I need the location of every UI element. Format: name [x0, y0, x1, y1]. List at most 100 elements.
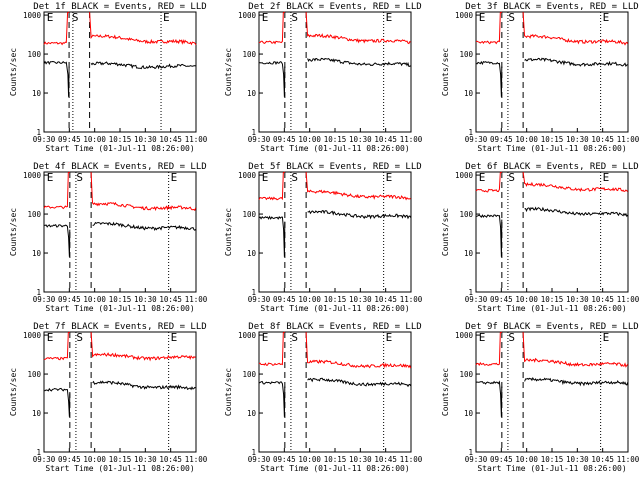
x-tick-label: 10:15: [324, 295, 347, 304]
x-tick-label: 10:00: [298, 295, 321, 304]
x-axis-label: Start Time (01-Jul-11 08:26:00): [260, 464, 409, 473]
x-tick-label: 09:45: [490, 455, 513, 464]
panel-8: Det 8f BLACK = Events, RED = LLD 1 10 100 10…: [224, 322, 423, 473]
plot-frame: [258, 11, 412, 133]
x-tick-label: 09:30: [465, 295, 488, 304]
x-tick-label: 10:00: [83, 295, 106, 304]
x-tick-label: 10:45: [374, 135, 397, 144]
y-tick-label: 1: [36, 128, 41, 137]
series-line-events-post: [307, 57, 411, 67]
series-line-events-post: [90, 61, 197, 70]
panel-7: Det 7f BLACK = Events, RED = LLD 1 10 100 10…: [9, 322, 208, 473]
series-line-events-pre: [43, 60, 70, 97]
y-tick-label: 1000: [455, 11, 474, 20]
event-marker-label: E: [47, 171, 54, 184]
panel-3: Det 3f BLACK = Events, RED = LLD 1 10 100 10…: [441, 2, 640, 153]
event-marker-label: E: [603, 171, 610, 184]
y-axis-label: Counts/sec: [441, 208, 450, 256]
x-axis-label: Start Time (01-Jul-11 08:26:00): [477, 464, 626, 473]
series-line-lld-pre: [43, 11, 70, 46]
y-tick-label: 1000: [23, 11, 42, 20]
series-line-events-pre: [258, 61, 286, 97]
plot-frame: [43, 171, 197, 293]
y-tick-label: 10: [247, 89, 257, 98]
x-axis-label: Start Time (01-Jul-11 08:26:00): [260, 304, 409, 313]
event-marker-label: E: [386, 171, 393, 184]
x-tick-label: 10:30: [349, 455, 372, 464]
y-axis-label: Counts/sec: [224, 208, 233, 256]
series-line-events-post: [524, 206, 629, 218]
y-tick-label: 1000: [238, 11, 257, 20]
series-line-events-post: [524, 57, 628, 67]
x-tick-label: 10:45: [374, 455, 397, 464]
event-marker-label: S: [76, 331, 83, 344]
x-tick-label: 11:00: [617, 135, 640, 144]
x-axis-label: Start Time (01-Jul-11 08:26:00): [45, 144, 194, 153]
event-marker-label: E: [479, 171, 486, 184]
x-tick-label: 10:00: [298, 455, 321, 464]
event-marker-label: E: [386, 11, 393, 24]
x-tick-label: 10:00: [515, 455, 538, 464]
event-marker-label: S: [508, 11, 515, 24]
panel-4: Det 4f BLACK = Events, RED = LLD 1 10 100 10…: [9, 162, 208, 313]
panel-5: Det 5f BLACK = Events, RED = LLD 1 10 100 10…: [224, 162, 423, 313]
y-tick-label: 10: [464, 89, 474, 98]
event-marker-label: E: [262, 11, 269, 24]
series-line-events-pre: [43, 387, 71, 417]
x-tick-label: 09:30: [33, 295, 56, 304]
x-tick-label: 11:00: [400, 295, 423, 304]
x-tick-label: 10:30: [566, 135, 589, 144]
series-line-events-pre: [475, 380, 503, 417]
event-marker-label: E: [262, 331, 269, 344]
series-line-lld-post: [522, 172, 629, 193]
y-axis-label: Counts/sec: [441, 368, 450, 416]
x-tick-label: 09:45: [58, 295, 81, 304]
y-tick-label: 1: [251, 448, 256, 457]
panel-title: Det 4f BLACK = Events, RED = LLD: [33, 162, 206, 172]
x-tick-label: 11:00: [400, 135, 423, 144]
x-tick-label: 11:00: [400, 455, 423, 464]
x-tick-label: 09:30: [33, 135, 56, 144]
series-line-lld-pre: [475, 331, 502, 366]
x-tick-label: 10:15: [541, 135, 564, 144]
y-tick-label: 1: [251, 128, 256, 137]
x-axis-label: Start Time (01-Jul-11 08:26:00): [477, 144, 626, 153]
x-tick-label: 11:00: [185, 135, 208, 144]
series-line-lld-pre: [475, 171, 502, 193]
x-axis-label: Start Time (01-Jul-11 08:26:00): [45, 464, 194, 473]
x-tick-label: 10:45: [159, 455, 182, 464]
panel-title: Det 3f BLACK = Events, RED = LLD: [465, 2, 638, 12]
y-tick-label: 1000: [455, 171, 474, 180]
x-tick-label: 11:00: [185, 295, 208, 304]
plot-frame: [258, 171, 412, 293]
plot-frame: [43, 331, 197, 453]
y-tick-label: 1000: [238, 171, 257, 180]
x-tick-label: 10:30: [566, 455, 589, 464]
series-line-events-post: [524, 376, 629, 387]
x-tick-label: 10:15: [109, 295, 132, 304]
series-line-lld-post: [90, 332, 196, 362]
y-tick-label: 100: [242, 370, 256, 379]
x-tick-label: 10:15: [109, 135, 132, 144]
y-tick-label: 10: [247, 409, 257, 418]
series-line-events-post: [92, 380, 196, 391]
panel-2: Det 2f BLACK = Events, RED = LLD 1 10 100 10…: [224, 2, 423, 153]
x-tick-label: 11:00: [617, 295, 640, 304]
y-tick-label: 10: [464, 249, 474, 258]
x-tick-label: 10:45: [374, 295, 397, 304]
series-line-lld-post: [89, 12, 197, 46]
x-tick-label: 11:00: [617, 455, 640, 464]
x-tick-label: 09:45: [58, 455, 81, 464]
x-tick-label: 10:15: [324, 135, 347, 144]
series-line-events-pre: [475, 60, 503, 97]
x-tick-label: 09:45: [273, 135, 296, 144]
x-tick-label: 09:45: [58, 135, 81, 144]
event-marker-label: E: [262, 171, 269, 184]
event-marker-label: E: [479, 331, 486, 344]
series-line-events-post: [92, 221, 197, 232]
series-line-events-pre: [258, 215, 286, 257]
x-tick-label: 10:30: [134, 135, 157, 144]
y-axis-label: Counts/sec: [9, 48, 18, 96]
x-tick-label: 10:45: [159, 295, 182, 304]
y-tick-label: 1: [36, 288, 41, 297]
